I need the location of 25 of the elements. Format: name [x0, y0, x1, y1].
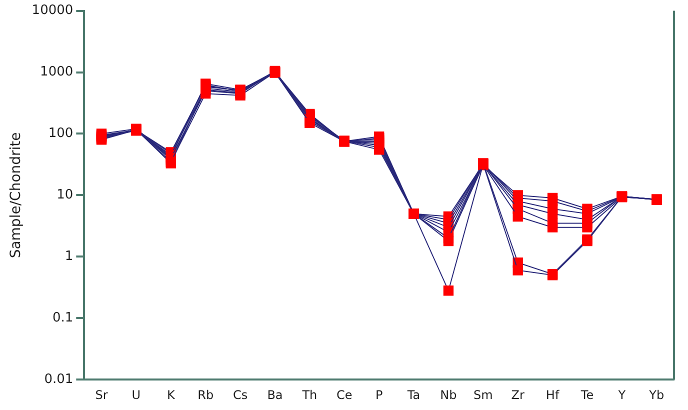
x-tick-label: Sr — [95, 388, 108, 402]
y-tick-label: 1 — [64, 249, 74, 264]
y-tick-label: 100 — [48, 126, 74, 142]
x-tick-label: Ta — [406, 388, 420, 402]
y-tick-label: 0.01 — [44, 372, 74, 387]
x-tick-label: P — [375, 388, 383, 402]
x-tick-label: Th — [301, 388, 318, 402]
y-tick-label: 10 — [56, 188, 74, 203]
x-tick-label: Hf — [546, 388, 560, 402]
x-tick-label: Yb — [648, 388, 664, 402]
y-tick-label: 0.1 — [52, 310, 74, 326]
x-tick-label: Cs — [232, 388, 248, 402]
x-tick-label: Te — [580, 388, 594, 402]
x-tick-label: Zr — [511, 388, 525, 402]
y-tick-label: 10000 — [32, 3, 74, 18]
x-tick-label: Y — [617, 388, 626, 402]
y-axis-title: Sample/Chondrite — [8, 132, 24, 258]
x-tick-label: K — [166, 388, 176, 402]
x-tick-label: Ba — [267, 388, 283, 402]
x-tick-label: Sm — [474, 388, 493, 402]
y-tick-label: 1000 — [40, 64, 74, 80]
x-tick-label: Ce — [336, 388, 352, 402]
x-tick-label: Rb — [198, 388, 214, 402]
x-tick-label: U — [132, 388, 141, 402]
x-tick-label: Nb — [440, 388, 457, 402]
